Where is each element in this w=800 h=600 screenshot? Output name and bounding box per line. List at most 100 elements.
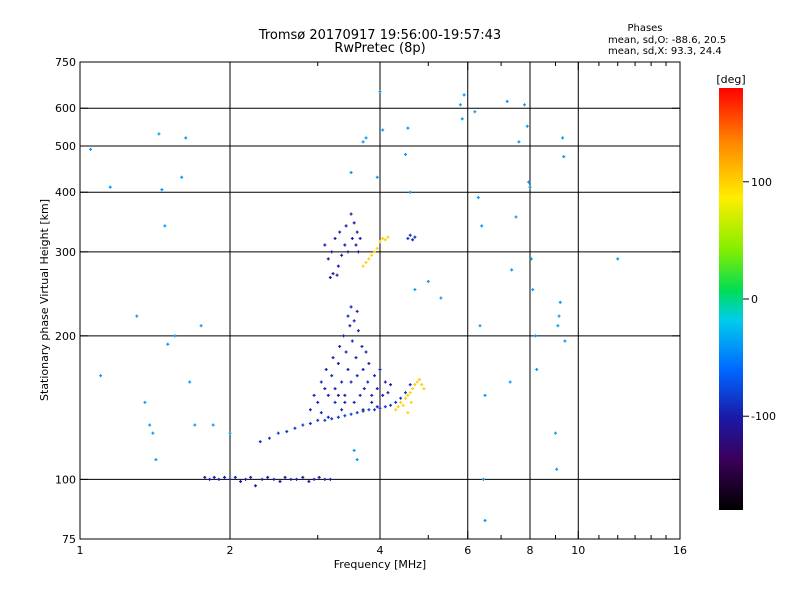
data-point [99, 374, 103, 378]
data-point [378, 90, 382, 94]
data-point [422, 387, 426, 391]
data-point [331, 356, 335, 360]
data-point [458, 103, 462, 107]
data-point [355, 374, 359, 378]
data-point [350, 236, 354, 240]
data-point [350, 339, 354, 343]
x-tick-label: 1 [77, 544, 84, 557]
data-point [413, 288, 417, 292]
data-point [211, 423, 215, 427]
data-point [346, 367, 350, 371]
chart-title: Tromsø 20170917 19:56:00-19:57:43 [258, 28, 501, 43]
data-point [289, 477, 293, 481]
colorbar [719, 88, 743, 510]
data-point [411, 387, 415, 391]
data-point [108, 185, 112, 189]
data-point [253, 484, 257, 488]
data-point [364, 350, 368, 354]
data-point [460, 117, 464, 121]
data-point [335, 273, 339, 277]
data-point [193, 423, 197, 427]
data-point [333, 400, 337, 404]
data-point [151, 431, 155, 435]
data-point [481, 477, 485, 481]
data-point [381, 128, 385, 132]
data-point [367, 257, 371, 261]
data-point [531, 288, 535, 292]
data-point [558, 300, 562, 304]
data-point [355, 411, 359, 415]
data-point [383, 238, 387, 242]
data-point [535, 367, 539, 371]
data-point [301, 423, 305, 427]
data-point [352, 448, 356, 452]
data-point [326, 257, 330, 261]
x-axis-label: Frequency [MHz] [334, 558, 426, 571]
data-point [413, 383, 417, 387]
data-point [349, 170, 353, 174]
data-point [401, 403, 405, 407]
data-point [355, 309, 359, 313]
data-point [324, 367, 328, 371]
data-point [343, 414, 347, 418]
data-point [323, 387, 327, 391]
data-point [346, 250, 350, 254]
data-point [338, 230, 342, 234]
data-point [333, 387, 337, 391]
data-point [348, 324, 352, 328]
data-point [473, 110, 477, 114]
data-point [328, 276, 332, 280]
data-point [295, 477, 299, 481]
data-point [336, 415, 340, 419]
data-point [354, 356, 358, 360]
data-point [406, 126, 410, 130]
data-point [378, 406, 382, 410]
data-point [483, 393, 487, 397]
data-point [336, 361, 340, 365]
y-tick-label: 500 [55, 140, 76, 153]
data-point [505, 99, 509, 103]
data-point [336, 393, 340, 397]
data-point [370, 393, 374, 397]
data-point [367, 361, 371, 365]
data-point [386, 235, 390, 239]
data-point [362, 387, 366, 391]
data-point [408, 190, 412, 194]
data-point [276, 431, 280, 435]
data-point [312, 393, 316, 397]
data-point [340, 380, 344, 384]
data-point [331, 272, 335, 276]
data-point [301, 475, 305, 479]
data-point [278, 479, 282, 483]
data-point [529, 257, 533, 261]
data-point [408, 233, 412, 237]
data-point [349, 305, 353, 309]
data-point [340, 408, 344, 412]
data-point [352, 400, 356, 404]
data-point [364, 260, 368, 264]
data-point [373, 408, 377, 412]
data-point [184, 136, 188, 140]
data-point [89, 147, 93, 151]
data-point [260, 477, 264, 481]
data-point [323, 477, 327, 481]
data-point [342, 334, 346, 338]
data-point [317, 475, 321, 479]
data-point [312, 477, 316, 481]
grid-lines [80, 62, 680, 539]
data-point [406, 411, 410, 415]
data-point [426, 279, 430, 283]
data-point [364, 136, 368, 140]
data-point [361, 140, 365, 144]
data-point [208, 477, 212, 481]
data-point [508, 380, 512, 384]
colorbar-tick-label: 0 [751, 293, 758, 306]
data-point [360, 344, 364, 348]
data-point [396, 405, 400, 409]
data-point [316, 400, 320, 404]
data-point [361, 408, 365, 412]
data-point [553, 431, 557, 435]
data-point [370, 400, 374, 404]
data-point [358, 236, 362, 240]
data-point [439, 296, 443, 300]
